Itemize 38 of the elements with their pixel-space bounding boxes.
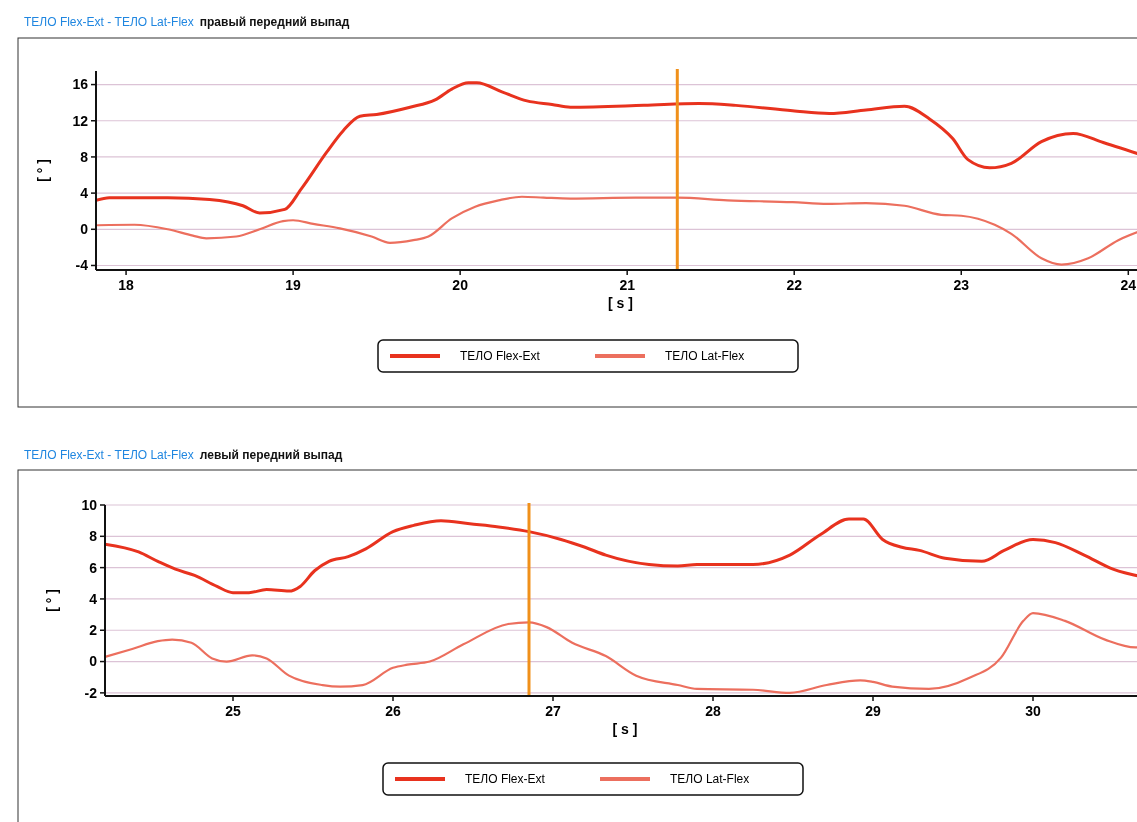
- y-axis-title: [ ° ]: [44, 589, 60, 612]
- chart-title: ТЕЛО Flex-Ext - ТЕЛО Lat-Flex: [24, 15, 194, 29]
- x-tick-label: 18: [118, 277, 135, 293]
- y-tick-label: 4: [80, 185, 89, 202]
- y-tick-label: 10: [81, 496, 98, 513]
- x-axis-title: [ s ]: [612, 721, 638, 737]
- y-tick-label: 16: [72, 76, 89, 93]
- legend-label: ТЕЛО Lat-Flex: [665, 349, 745, 364]
- y-tick-label: 0: [89, 653, 98, 670]
- x-tick-label: 21: [619, 277, 636, 293]
- y-tick-label: 12: [72, 112, 89, 129]
- x-tick-label: 25: [225, 703, 241, 719]
- chart-title: ТЕЛО Flex-Ext - ТЕЛО Lat-Flex: [24, 448, 194, 462]
- legend-label: ТЕЛО Flex-Ext: [460, 349, 541, 364]
- y-tick-label: 2: [89, 622, 98, 639]
- y-tick-label: 4: [89, 590, 98, 607]
- y-tick-label: 8: [80, 148, 89, 165]
- y-axis-title: [ ° ]: [35, 159, 51, 182]
- x-tick-label: 30: [1025, 703, 1041, 719]
- chart-subtitle: левый передний выпад: [199, 448, 343, 462]
- x-axis-title: [ s ]: [608, 295, 633, 311]
- x-tick-label: 24: [1120, 277, 1137, 293]
- x-tick-label: 26: [385, 703, 401, 719]
- chart-subtitle: правый передний выпад: [199, 15, 350, 29]
- legend-label: ТЕЛО Lat-Flex: [670, 772, 750, 787]
- x-tick-label: 22: [786, 277, 803, 293]
- legend-label: ТЕЛО Flex-Ext: [465, 772, 546, 787]
- y-tick-label: 8: [89, 528, 98, 545]
- y-tick-label: 6: [89, 559, 98, 576]
- y-tick-label: -2: [84, 684, 98, 701]
- x-tick-label: 29: [865, 703, 881, 719]
- x-tick-label: 19: [285, 277, 302, 293]
- x-tick-label: 27: [545, 703, 561, 719]
- y-tick-label: 0: [80, 221, 89, 238]
- x-tick-label: 23: [953, 277, 970, 293]
- x-tick-label: 28: [705, 703, 721, 719]
- x-tick-label: 20: [452, 277, 469, 293]
- y-tick-label: -4: [75, 257, 89, 274]
